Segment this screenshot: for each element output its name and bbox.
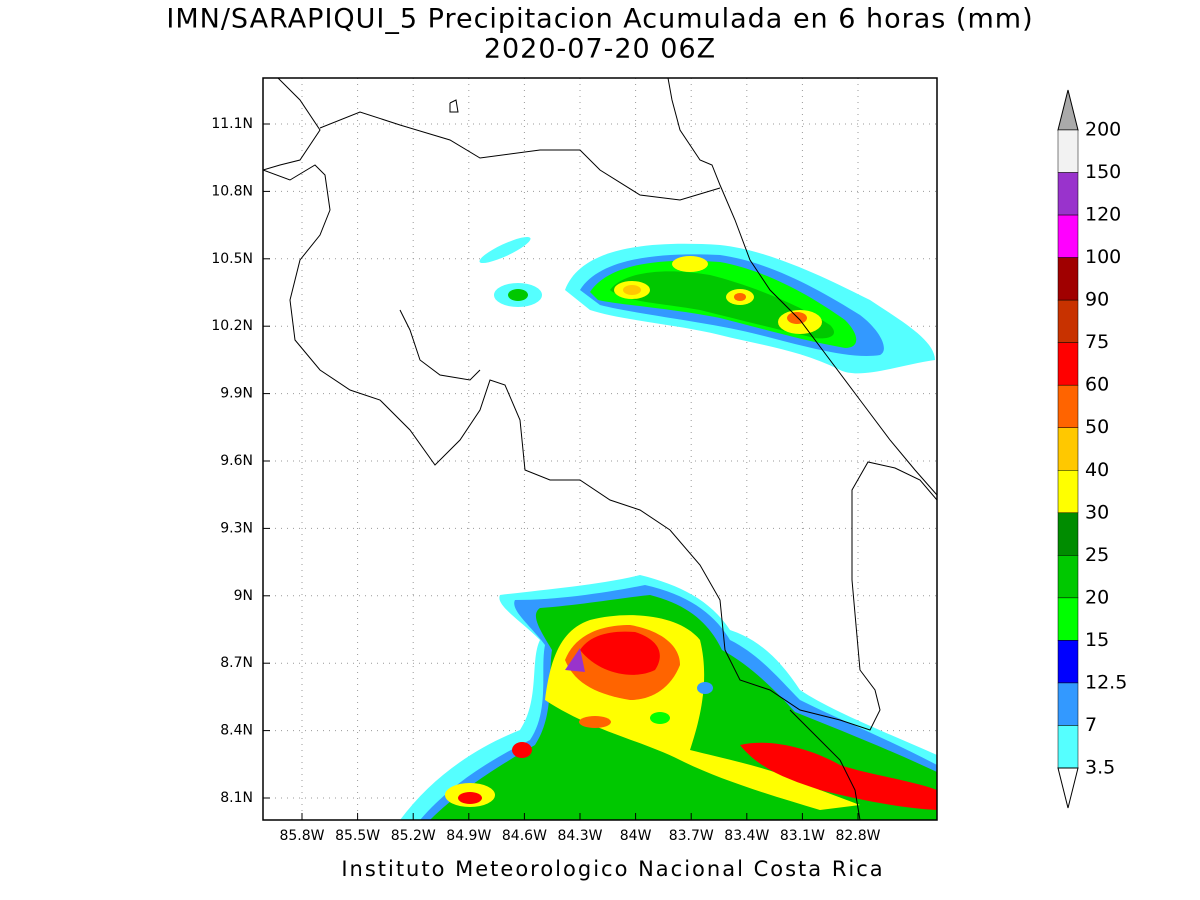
- lat-label: 8.7N: [220, 655, 253, 671]
- colorbar-swatch: [1057, 682, 1079, 726]
- colorbar-swatch: [1057, 129, 1079, 173]
- lon-label: 84.3W: [557, 828, 602, 844]
- colorbar-label: 25: [1085, 544, 1109, 566]
- colorbar-label: 30: [1085, 501, 1109, 523]
- lat-label: 11.1N: [211, 116, 253, 132]
- lon-label: 85.2W: [391, 828, 436, 844]
- colorbar-under: [1057, 767, 1079, 809]
- lon-label: 83.1W: [780, 828, 825, 844]
- lat-label: 10.2N: [211, 318, 253, 334]
- lat-label: 9.9N: [220, 386, 253, 402]
- lon-label: 83.7W: [669, 828, 714, 844]
- map-frame: [262, 77, 938, 821]
- colorbar-label: 90: [1085, 289, 1109, 311]
- axis-labels: 11.1N 10.8N 10.5N 10.2N 9.9N 9.6N 9.3N 9N 8.7N 8.…: [211, 116, 880, 844]
- lat-label: 10.8N: [211, 183, 253, 199]
- colorbar-label: 120: [1085, 204, 1121, 226]
- colorbar-label: 60: [1085, 374, 1109, 396]
- colorbar-label: 100: [1085, 246, 1121, 268]
- subtitle: 2020-07-20 06Z: [484, 34, 716, 65]
- lon-label: 85.8W: [279, 828, 324, 844]
- colorbar-label: 200: [1085, 119, 1121, 141]
- colorbar-swatch: [1057, 725, 1079, 769]
- colorbar-swatch: [1057, 384, 1079, 428]
- lon-label: 85.5W: [335, 828, 380, 844]
- colorbar-over: [1057, 89, 1079, 131]
- lat-label: 8.4N: [220, 723, 253, 739]
- lon-label: 82.8W: [835, 828, 880, 844]
- lon-label: 84.9W: [446, 828, 491, 844]
- colorbar-label: 12.5: [1085, 671, 1127, 693]
- colorbar-swatch: [1057, 640, 1079, 684]
- lon-label: 83.4W: [724, 828, 769, 844]
- lat-label: 10.5N: [211, 251, 253, 267]
- lat-label: 8.1N: [220, 790, 253, 806]
- colorbar-swatch: [1057, 342, 1079, 386]
- colorbar-label: 75: [1085, 331, 1109, 353]
- lon-label: 84W: [620, 828, 652, 844]
- lat-label: 9.6N: [220, 453, 253, 469]
- coastline: [263, 78, 937, 820]
- lat-label: 9.3N: [220, 520, 253, 536]
- colorbar-label: 50: [1085, 416, 1109, 438]
- colorbar-swatch: [1057, 555, 1079, 599]
- lat-label: 9N: [234, 588, 253, 604]
- colorbar-swatch: [1057, 214, 1079, 258]
- colorbar-label: 3.5: [1085, 757, 1115, 779]
- colorbar-swatch: [1057, 470, 1079, 514]
- colorbar-swatch: [1057, 597, 1079, 641]
- colorbar-label: 7: [1085, 714, 1097, 736]
- title: IMN/SARAPIQUI_5 Precipitacion Acumulada …: [166, 4, 1033, 35]
- precipitation: [400, 236, 937, 820]
- colorbar: 200 150 120 100 90 75 60 50 40 30 25 20 15 12.5 7 3.5: [1057, 89, 1127, 809]
- colorbar-swatch: [1057, 299, 1079, 343]
- colorbar-swatch: [1057, 257, 1079, 301]
- footer: Instituto Meteorologico Nacional Costa R…: [341, 857, 884, 881]
- colorbar-label: 150: [1085, 161, 1121, 183]
- colorbar-swatch: [1057, 172, 1079, 216]
- colorbar-swatch: [1057, 512, 1079, 556]
- colorbar-label: 20: [1085, 586, 1109, 608]
- colorbar-swatch: [1057, 427, 1079, 471]
- colorbar-label: 15: [1085, 629, 1109, 651]
- lon-label: 84.6W: [502, 828, 547, 844]
- colorbar-label: 40: [1085, 459, 1109, 481]
